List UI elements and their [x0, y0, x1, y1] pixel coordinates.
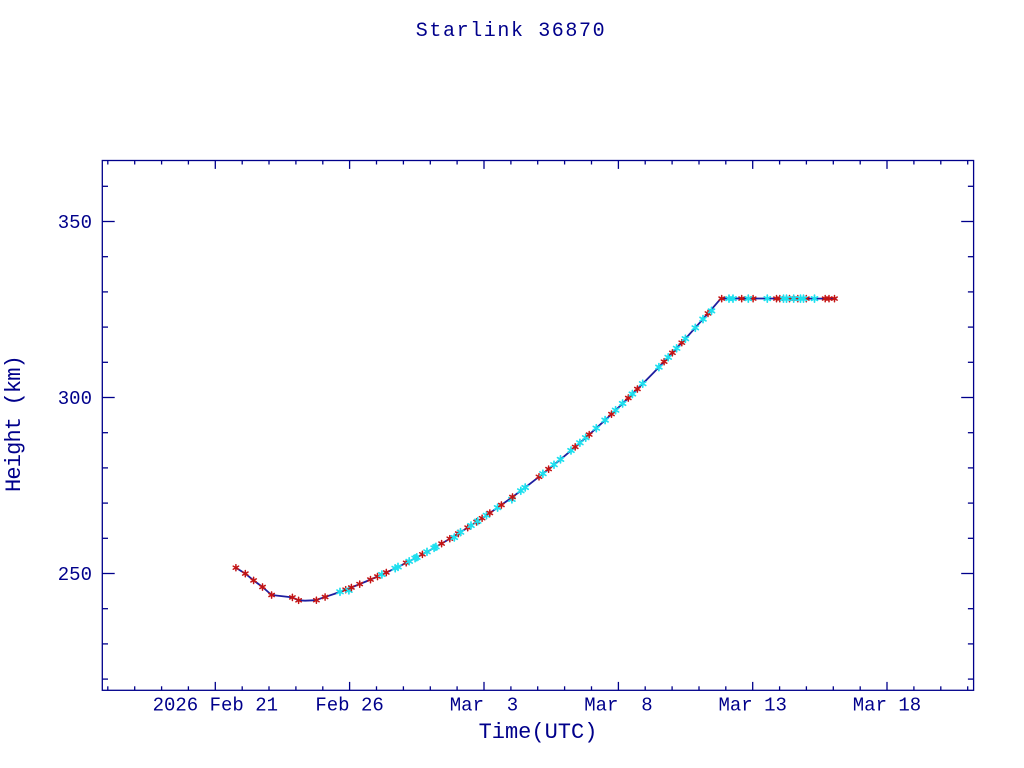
- svg-text:Mar 3: Mar 3: [450, 695, 518, 717]
- svg-text:350: 350: [58, 212, 92, 234]
- svg-text:Height (km): Height (km): [2, 356, 27, 492]
- svg-text:Time(UTC): Time(UTC): [479, 720, 598, 745]
- svg-text:Mar 13: Mar 13: [718, 695, 786, 717]
- svg-text:300: 300: [58, 388, 92, 410]
- svg-text:250: 250: [58, 564, 92, 586]
- svg-text:Mar 18: Mar 18: [853, 695, 921, 717]
- svg-text:Feb 26: Feb 26: [315, 695, 383, 717]
- svg-text:2026 Feb 21: 2026 Feb 21: [153, 695, 278, 717]
- svg-text:Mar 8: Mar 8: [584, 695, 652, 717]
- svg-text:Starlink 36870: Starlink 36870: [416, 20, 606, 43]
